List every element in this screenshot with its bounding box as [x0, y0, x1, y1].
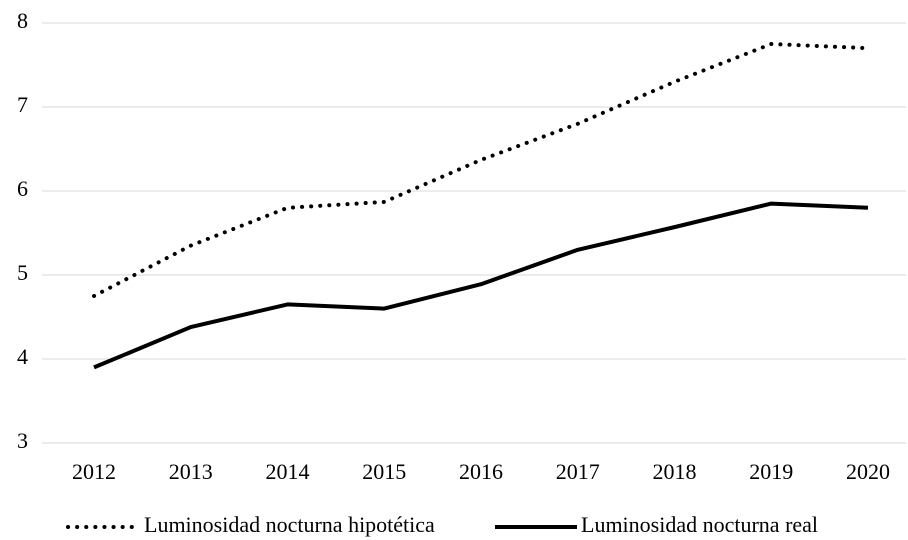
x-tick-label: 2012 [72, 459, 116, 484]
y-tick-label: 3 [17, 428, 28, 453]
y-tick-label: 8 [17, 8, 28, 33]
y-tick-label: 6 [17, 176, 28, 201]
y-tick-label: 5 [17, 260, 28, 285]
x-tick-label: 2016 [459, 459, 503, 484]
x-tick-label: 2018 [653, 459, 697, 484]
y-tick-label: 4 [17, 344, 28, 369]
x-tick-label: 2014 [266, 459, 310, 484]
series-line [92, 42, 870, 298]
x-tick-label: 2020 [846, 459, 890, 484]
x-tick-label: 2019 [749, 459, 793, 484]
x-tick-label: 2015 [362, 459, 406, 484]
x-tick-label: 2017 [556, 459, 600, 484]
x-tick-label: 2013 [169, 459, 213, 484]
legend-label: Luminosidad nocturna hipotética [144, 512, 435, 537]
y-tick-label: 7 [17, 92, 28, 117]
series-line [93, 201, 869, 370]
legend-label: Luminosidad nocturna real [581, 512, 818, 537]
